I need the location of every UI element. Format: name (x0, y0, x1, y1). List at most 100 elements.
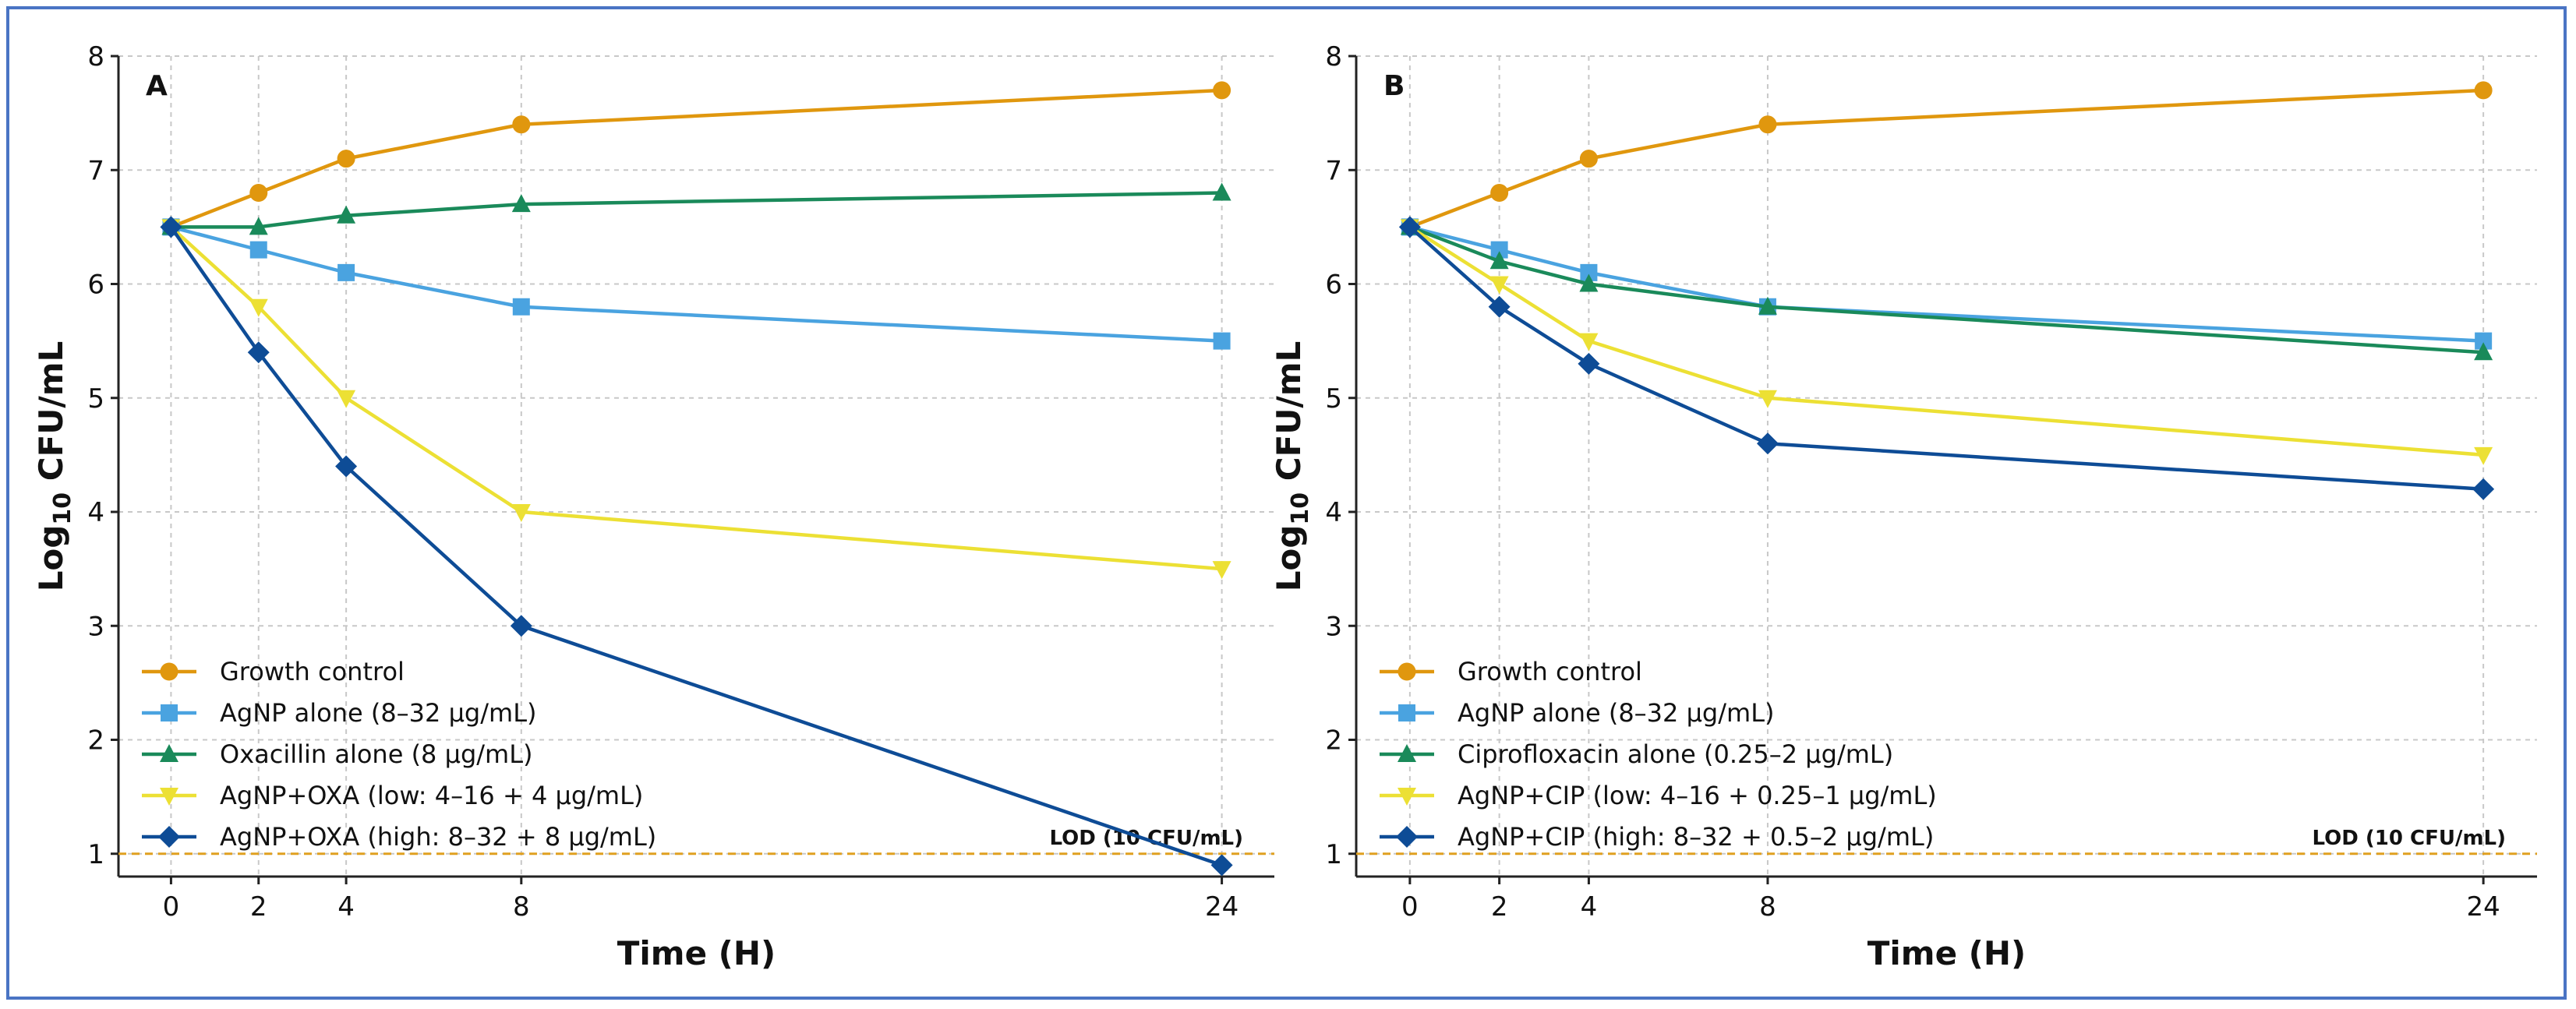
series-2 (1400, 217, 2493, 361)
y-tick-label: 5 (87, 383, 104, 415)
y-tick-label: 5 (1325, 383, 1342, 415)
legend: Growth control AgNP alone (8–32 μg/mL) Oxa… (142, 657, 656, 852)
data-point (1488, 295, 1511, 318)
data-point (337, 150, 355, 168)
x-tick-label: 4 (1581, 891, 1598, 923)
data-point (1213, 81, 1231, 100)
legend-label: Oxacillin alone (8 μg/mL) (220, 739, 533, 769)
y-tick-label: 3 (1325, 611, 1342, 642)
y-tick-label: 2 (1325, 725, 1342, 757)
panel-letter: B (1383, 70, 1405, 102)
y-tick-label: 3 (87, 611, 104, 642)
data-point (249, 217, 268, 235)
series-3 (161, 219, 1231, 580)
legend-marker (160, 744, 178, 762)
data-point (2474, 446, 2493, 465)
y-tick-label: 7 (1325, 155, 1342, 186)
series-line (171, 191, 1222, 229)
data-point (337, 390, 356, 408)
series-line (170, 88, 1222, 229)
legend-label: Ciprofloxacin alone (0.25–2 μg/mL) (1458, 739, 1893, 769)
data-point (1490, 241, 1508, 259)
y-tick-label: 1 (87, 839, 104, 870)
data-point (510, 615, 532, 637)
legend-label: AgNP alone (8–32 μg/mL) (1458, 698, 1775, 728)
y-tick-label: 8 (1325, 41, 1342, 72)
data-point (1758, 390, 1777, 408)
data-point (1213, 332, 1231, 350)
legend-marker (1398, 662, 1416, 681)
data-point (2472, 478, 2495, 500)
data-point (1578, 352, 1600, 375)
data-point (2474, 81, 2493, 100)
series-0 (161, 81, 1231, 236)
data-point (1489, 251, 1509, 270)
data-point (1212, 561, 1231, 580)
x-tick-label: 24 (1205, 891, 1239, 923)
x-axis-label: Time (H) (617, 934, 776, 972)
legend-marker (160, 788, 178, 806)
data-point (337, 263, 355, 281)
data-point (337, 205, 356, 224)
series-4 (1398, 216, 2495, 500)
legend-marker (161, 704, 178, 721)
x-tick-label: 8 (1759, 891, 1776, 923)
data-point (511, 194, 531, 213)
data-point (1580, 263, 1598, 281)
data-point (249, 298, 268, 317)
data-point (2475, 332, 2493, 350)
data-point (1210, 854, 1233, 877)
data-point (1758, 296, 1777, 315)
legend-label: AgNP+OXA (low: 4–16 + 4 μg/mL) (220, 781, 643, 810)
legend-label: AgNP+CIP (low: 4–16 + 0.25–1 μg/mL) (1458, 781, 1937, 810)
y-tick-label: 4 (87, 497, 104, 528)
legend-marker (1398, 788, 1416, 806)
y-tick-label: 2 (87, 725, 104, 757)
legend-label: Growth control (220, 657, 405, 686)
legend-marker (1398, 744, 1416, 762)
y-tick-label: 8 (87, 41, 104, 72)
x-tick-label: 2 (250, 891, 267, 923)
data-point (1579, 333, 1599, 351)
x-tick-label: 4 (337, 891, 355, 923)
legend-marker (160, 662, 178, 681)
panel-letter: A (146, 70, 168, 102)
data-point (2474, 342, 2493, 361)
series-0 (1401, 81, 2493, 236)
x-axis-label: Time (H) (1868, 934, 2026, 972)
legend-marker (158, 826, 180, 848)
data-point (1758, 115, 1777, 134)
legend-label: Growth control (1458, 657, 1642, 686)
y-tick-label: 6 (1325, 270, 1342, 301)
y-axis-label: Log10 CFU/mL (32, 341, 76, 592)
series-line (1409, 88, 2484, 229)
data-point (511, 504, 531, 522)
series-line (169, 226, 1223, 867)
y-axis-label: Log10 CFU/mL (1270, 341, 1314, 592)
x-tick-label: 2 (1491, 891, 1508, 923)
x-tick-label: 8 (513, 891, 530, 923)
data-point (1212, 182, 1231, 201)
data-point (1579, 273, 1599, 292)
x-tick-label: 24 (2467, 891, 2500, 923)
data-point (335, 455, 358, 478)
data-point (1398, 216, 1421, 238)
series-1 (162, 218, 1231, 350)
legend-marker (1396, 826, 1418, 848)
data-point (249, 241, 267, 259)
legend-label: AgNP+OXA (high: 8–32 + 8 μg/mL) (220, 822, 656, 852)
x-tick-label: 0 (1401, 891, 1419, 923)
data-point (512, 115, 531, 134)
data-point (512, 298, 530, 316)
legend: Growth control AgNP alone (8–32 μg/mL) Cip… (1380, 657, 1937, 852)
legend-label: AgNP+CIP (high: 8–32 + 0.5–2 μg/mL) (1458, 822, 1934, 852)
figure-frame (6, 6, 2567, 1000)
y-tick-label: 1 (1325, 839, 1342, 870)
data-point (1756, 432, 1779, 455)
data-point (249, 184, 268, 202)
series-2 (161, 182, 1231, 235)
y-tick-label: 7 (87, 155, 104, 186)
